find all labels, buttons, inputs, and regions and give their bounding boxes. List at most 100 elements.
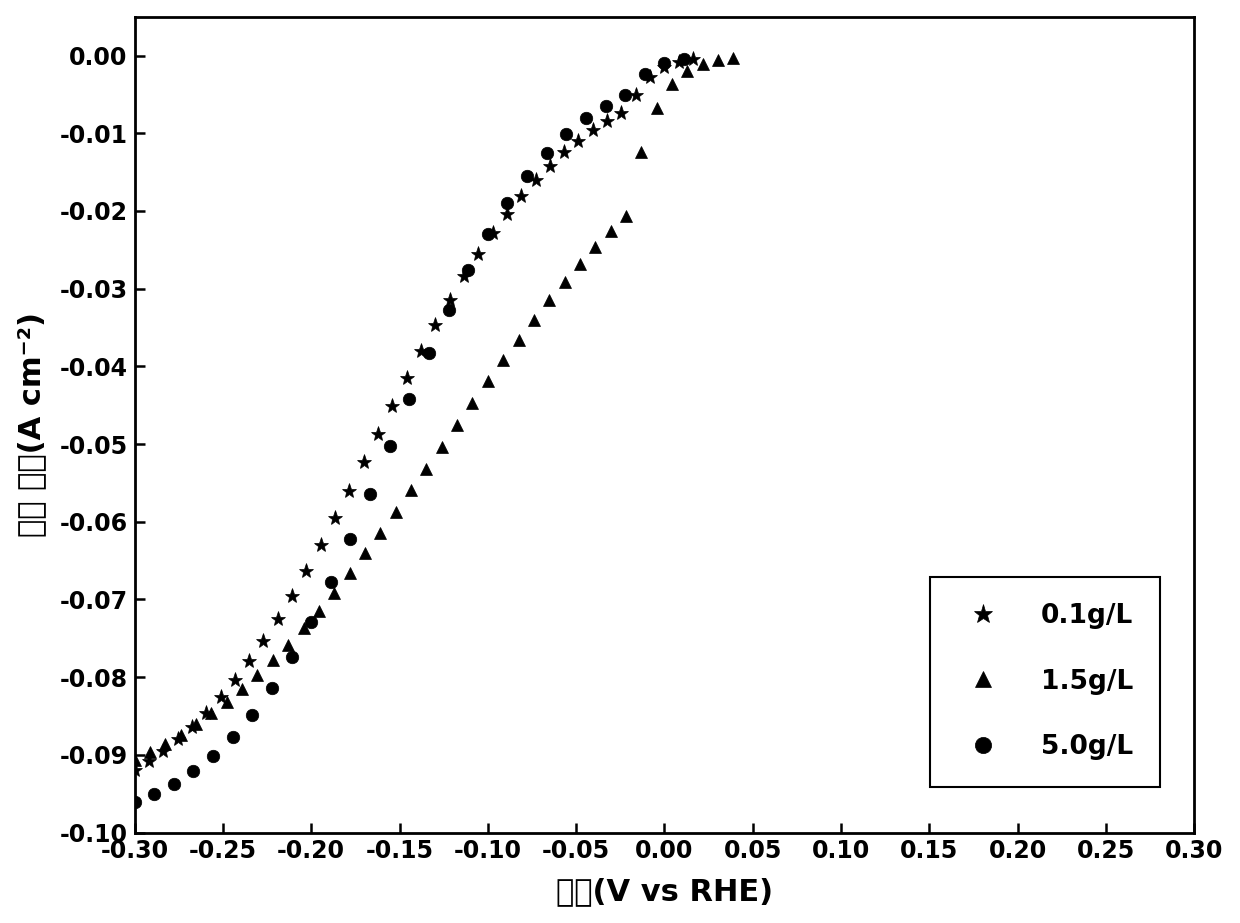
1.5g/L <box>403 485 418 496</box>
5.0g/L <box>461 264 476 275</box>
5.0g/L <box>264 683 279 694</box>
Line: 1.5g/L: 1.5g/L <box>129 52 740 766</box>
1.5g/L <box>373 527 388 538</box>
0.1g/L <box>156 745 171 756</box>
1.5g/L <box>265 655 280 666</box>
0.1g/L <box>299 566 314 577</box>
0.1g/L <box>342 485 357 496</box>
0.1g/L <box>356 457 371 468</box>
1.5g/L <box>496 354 511 366</box>
5.0g/L <box>128 797 143 808</box>
0.1g/L <box>671 56 686 67</box>
1.5g/L <box>174 729 188 740</box>
0.1g/L <box>270 614 285 625</box>
5.0g/L <box>166 778 181 789</box>
Line: 0.1g/L: 0.1g/L <box>126 51 701 777</box>
5.0g/L <box>500 198 515 209</box>
0.1g/L <box>471 248 486 259</box>
5.0g/L <box>422 348 436 359</box>
5.0g/L <box>559 128 574 139</box>
0.1g/L <box>542 160 557 171</box>
5.0g/L <box>186 765 201 776</box>
5.0g/L <box>402 393 417 404</box>
1.5g/L <box>680 66 694 77</box>
1.5g/L <box>128 754 143 765</box>
1.5g/L <box>588 242 603 253</box>
5.0g/L <box>343 533 358 545</box>
0.1g/L <box>456 270 471 282</box>
0.1g/L <box>255 635 270 646</box>
0.1g/L <box>428 319 443 330</box>
5.0g/L <box>441 305 456 316</box>
5.0g/L <box>226 732 241 743</box>
0.1g/L <box>213 691 228 702</box>
5.0g/L <box>284 652 299 663</box>
1.5g/L <box>465 398 480 409</box>
Legend: 0.1g/L, 1.5g/L, 5.0g/L: 0.1g/L, 1.5g/L, 5.0g/L <box>930 577 1159 786</box>
1.5g/L <box>342 568 357 579</box>
5.0g/L <box>304 617 319 628</box>
1.5g/L <box>727 53 742 64</box>
5.0g/L <box>579 113 594 124</box>
1.5g/L <box>143 747 157 758</box>
0.1g/L <box>198 707 213 718</box>
1.5g/L <box>188 719 203 730</box>
0.1g/L <box>414 345 429 356</box>
1.5g/L <box>711 54 725 66</box>
0.1g/L <box>513 190 528 201</box>
1.5g/L <box>203 708 218 719</box>
0.1g/L <box>614 107 629 118</box>
Y-axis label: 电流 密度(A cm⁻²): 电流 密度(A cm⁻²) <box>16 312 46 537</box>
5.0g/L <box>480 229 495 240</box>
1.5g/L <box>619 210 634 222</box>
0.1g/L <box>657 62 672 73</box>
5.0g/L <box>637 68 652 79</box>
0.1g/L <box>327 512 342 523</box>
1.5g/L <box>327 587 342 598</box>
0.1g/L <box>600 115 615 126</box>
X-axis label: 电势(V vs RHE): 电势(V vs RHE) <box>556 878 773 906</box>
0.1g/L <box>384 401 399 412</box>
0.1g/L <box>585 125 600 136</box>
1.5g/L <box>296 623 311 634</box>
5.0g/L <box>520 170 534 181</box>
0.1g/L <box>285 590 300 601</box>
0.1g/L <box>528 174 543 186</box>
0.1g/L <box>399 373 414 384</box>
1.5g/L <box>157 738 172 749</box>
5.0g/L <box>598 100 613 111</box>
1.5g/L <box>388 507 403 518</box>
1.5g/L <box>450 419 465 430</box>
0.1g/L <box>500 208 515 219</box>
1.5g/L <box>357 548 372 559</box>
1.5g/L <box>434 441 449 452</box>
5.0g/L <box>362 488 377 499</box>
0.1g/L <box>227 675 242 686</box>
1.5g/L <box>696 58 711 69</box>
1.5g/L <box>542 294 557 306</box>
1.5g/L <box>511 334 526 345</box>
Line: 5.0g/L: 5.0g/L <box>129 53 691 808</box>
0.1g/L <box>170 734 185 745</box>
1.5g/L <box>234 683 249 694</box>
0.1g/L <box>128 764 143 775</box>
0.1g/L <box>443 294 458 306</box>
0.1g/L <box>572 135 587 146</box>
1.5g/L <box>603 226 618 237</box>
5.0g/L <box>206 750 221 761</box>
1.5g/L <box>280 640 295 651</box>
5.0g/L <box>677 53 692 64</box>
0.1g/L <box>557 147 572 158</box>
0.1g/L <box>642 71 657 82</box>
5.0g/L <box>657 57 672 68</box>
1.5g/L <box>634 147 649 158</box>
5.0g/L <box>618 90 632 101</box>
1.5g/L <box>311 605 326 617</box>
5.0g/L <box>539 148 554 159</box>
1.5g/L <box>557 276 572 287</box>
0.1g/L <box>686 54 701 65</box>
0.1g/L <box>242 655 257 666</box>
0.1g/L <box>185 721 200 732</box>
0.1g/L <box>141 755 156 766</box>
1.5g/L <box>573 258 588 270</box>
